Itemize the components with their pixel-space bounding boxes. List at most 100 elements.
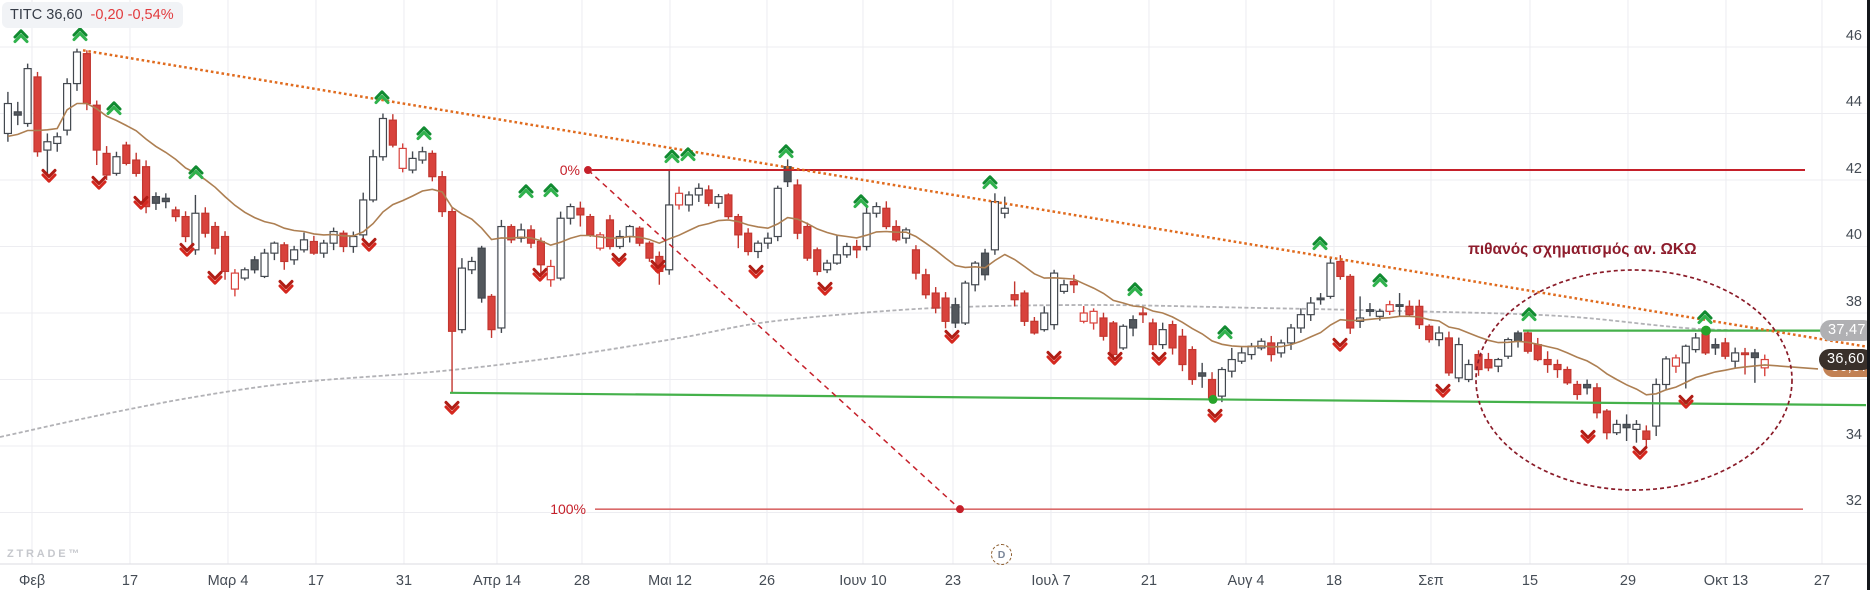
timeframe-daily-icon: D [991,544,1012,565]
candle [911,245,921,280]
down-signal-icon [1435,383,1451,398]
candle [1691,332,1700,353]
y-tick-42: 42 [1845,160,1862,177]
candle [171,206,180,222]
candle [1198,362,1207,388]
candle [694,183,703,202]
candle [309,235,318,255]
price-change: -0,20 -0,54% [90,7,174,23]
candle [526,225,536,249]
candle [1227,347,1236,378]
candle [1020,290,1029,326]
candle [901,227,911,244]
x-tick: 26 [758,572,776,589]
candle [497,219,506,333]
candle [1395,293,1404,317]
down-signal-icon [1046,350,1062,365]
candle [319,239,328,258]
candle [1296,308,1305,333]
candle [1237,347,1246,364]
candle [684,191,694,212]
candle [576,201,585,227]
candle [823,259,832,274]
last-price: 36,60 [46,7,83,23]
candle [605,214,615,250]
candle [872,202,881,218]
candle [250,256,259,274]
candle [467,256,476,275]
candle [220,231,230,280]
candle [674,186,684,210]
candle [773,185,782,242]
up-signal-icon [853,194,869,209]
candle [625,224,634,243]
down-signal-icon [91,175,107,190]
candle [971,261,980,292]
candle [734,213,743,249]
candle [1277,339,1286,358]
candle [1099,312,1108,341]
signal-markers [13,27,1713,460]
candle [1178,328,1187,372]
candle [1168,320,1177,355]
y-tick-40: 40 [1845,227,1862,243]
candle [832,234,842,265]
candle [1740,347,1750,375]
candle [1622,414,1631,442]
candle [299,232,309,253]
x-tick: 15 [1521,572,1539,589]
y-tick-38: 38 [1845,293,1862,310]
down-signal-icon [207,270,223,285]
x-tick: Φεβ [18,572,46,589]
candle [842,242,851,258]
candle [1553,359,1562,378]
candle [378,113,388,161]
candle [1030,316,1039,335]
candle [1661,356,1671,391]
short-moving-average-line [7,102,1819,396]
candle [240,267,249,281]
candle [1464,359,1473,383]
up-signal-icon [72,27,88,42]
candle [1000,196,1009,219]
candle [1346,274,1355,334]
candle [1188,346,1197,385]
x-tick: Αυγ 4 [1227,572,1265,589]
down-signal-icon [611,252,627,267]
up-signal-icon [680,147,696,162]
candle [63,78,72,136]
candle [191,194,200,255]
x-tick: Σεπ [1418,572,1444,589]
candle [1563,366,1572,385]
candle [931,287,940,314]
candle [487,294,496,338]
candle [852,239,861,259]
down-signal-icon [650,259,666,274]
candle [753,240,763,259]
down-signal-icon [179,242,195,257]
candle [368,149,378,203]
candle [892,220,901,242]
symbol-and-price: TITC 36,60 [10,7,83,23]
fibonacci-retracement: 0% 100% [550,162,1805,517]
candle [122,141,131,166]
candle [556,211,565,281]
candle [1425,324,1434,343]
trend-lines [449,325,1867,407]
candle [260,248,269,279]
candle [1405,300,1414,317]
candle [615,230,624,249]
candle [1711,338,1720,355]
candle [1582,379,1592,395]
pattern-annotation: πιθανός σχηματισμός αν. ΩΚΩ [1468,241,1697,258]
candle [763,232,772,249]
candle [230,269,240,297]
candle [1592,383,1602,419]
x-tick: Απρ 14 [472,572,522,589]
candle [1128,315,1138,337]
x-tick: 27 [1813,572,1831,589]
candle [1385,300,1394,315]
down-signal-icon [1151,351,1167,366]
candle [941,292,950,329]
